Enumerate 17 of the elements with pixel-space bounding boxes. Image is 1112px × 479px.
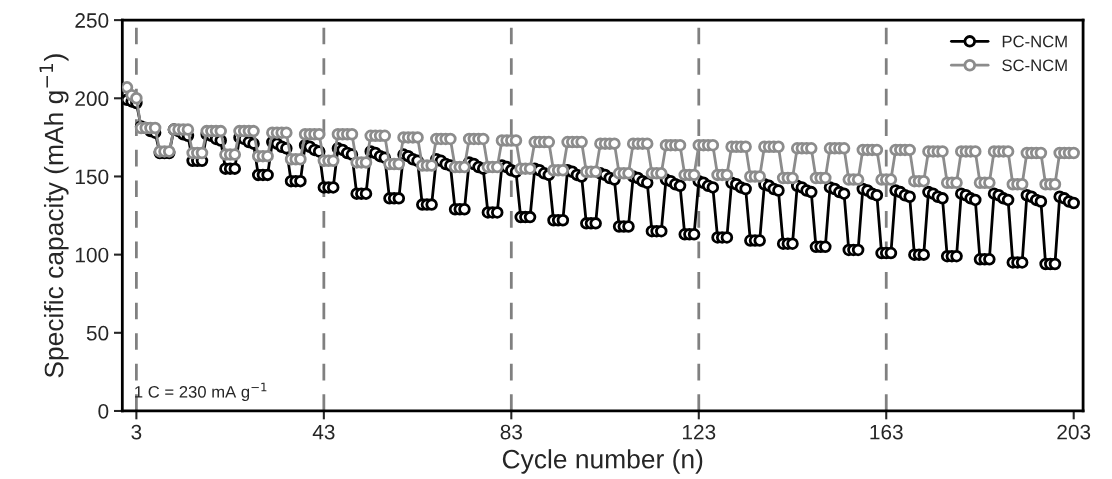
x-tick-label: 3 xyxy=(131,424,142,440)
x-tick-label: 203 xyxy=(1057,424,1091,440)
annotation: 1 C = 230 mA g$^{−1}$ xyxy=(135,382,267,402)
y-tick-label: 150 xyxy=(75,169,109,185)
x-tick-label: 123 xyxy=(682,424,716,440)
legend-label: SC-NCM xyxy=(1002,59,1067,72)
x-tick-label: 163 xyxy=(870,424,903,440)
y-tick-label: 200 xyxy=(75,91,109,107)
y-tick-label: 250 xyxy=(75,13,109,28)
y-axis-title: Specific capacity (mAh g$^{−1}$) xyxy=(39,54,69,378)
x-tick-label: 43 xyxy=(312,424,335,440)
y-tick-label: 0 xyxy=(98,403,109,419)
y-tick-label: 100 xyxy=(75,247,109,263)
y-tick-label: 50 xyxy=(86,325,109,341)
legend-label: PC-NCM xyxy=(1002,35,1067,48)
x-tick-label: 83 xyxy=(500,424,522,440)
x-axis-title: Cycle number (n) xyxy=(502,449,703,474)
